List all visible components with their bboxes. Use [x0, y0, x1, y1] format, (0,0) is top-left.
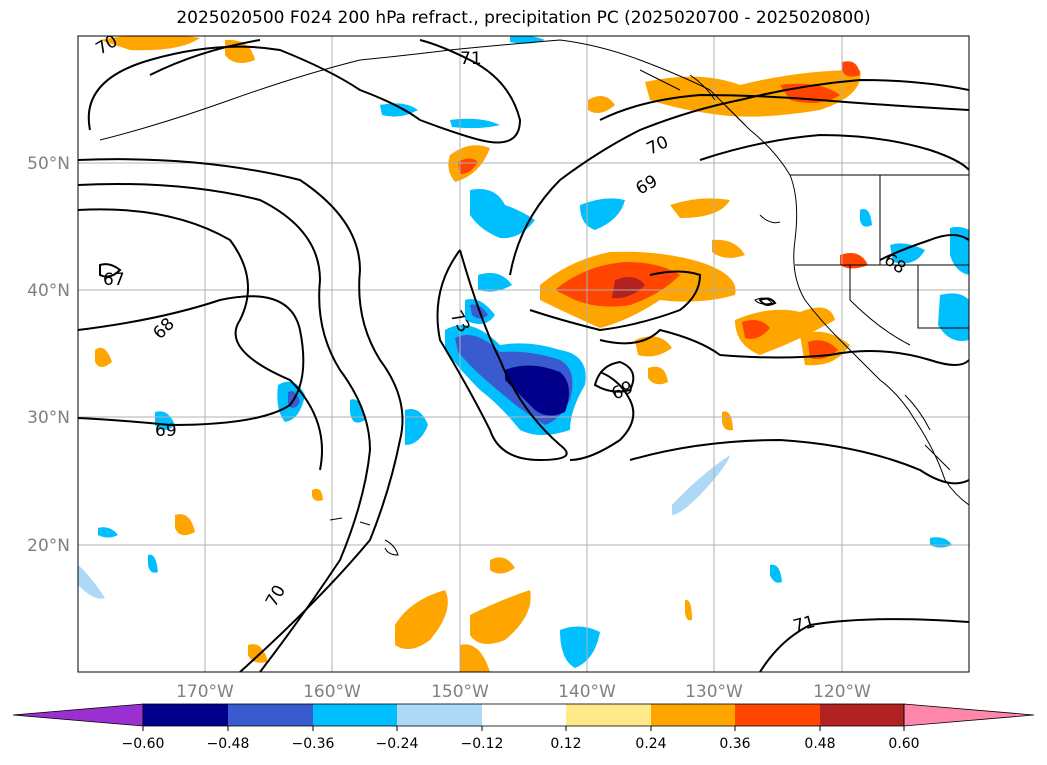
colorbar-extend-high	[903, 703, 1035, 727]
colorbar-tick-label: 0.36	[719, 736, 750, 752]
shade-positive	[460, 644, 490, 672]
lon-tick-label: 170°W	[176, 682, 234, 702]
shade-positive	[490, 557, 515, 574]
shade-weak-negative	[78, 565, 105, 599]
shade-negative	[98, 527, 118, 538]
shade-positive	[670, 198, 730, 218]
map-border	[77, 35, 970, 673]
longitude-labels: 170°W 160°W 150°W 140°W 130°W 120°W	[176, 682, 871, 702]
coastlines	[99, 39, 969, 556]
contour-label: 67	[103, 270, 125, 290]
shade-positive	[685, 599, 692, 621]
colorbar: −0.60 −0.48 −0.36 −0.24 −0.12 0.12 0.24 …	[12, 703, 1035, 752]
shade-positive	[735, 307, 835, 355]
shade-positive	[712, 239, 745, 258]
colorbar-segment	[735, 704, 820, 726]
colorbar-tick-label: 0.24	[635, 736, 666, 752]
lat-tick-label: 30°N	[27, 408, 70, 428]
colorbar-segment	[397, 704, 482, 726]
colorbar-tick-label: −0.48	[207, 736, 250, 752]
shade-strong-positive	[842, 61, 860, 77]
shade-positive	[635, 336, 672, 357]
colorbar-segment	[566, 704, 651, 726]
lat-tick-label: 20°N	[27, 536, 70, 556]
shade-positive	[395, 590, 448, 649]
shade-positive	[312, 488, 323, 501]
colorbar-segment	[228, 704, 313, 726]
latitude-labels: 50°N 40°N 30°N 20°N	[27, 154, 70, 556]
refractivity-contours	[78, 39, 969, 672]
shade-negative	[478, 272, 512, 292]
map-title: 2025020500 F024 200 hPa refract., precip…	[176, 8, 871, 28]
lat-tick-label: 50°N	[27, 154, 70, 174]
shade-negative	[148, 554, 158, 573]
lon-tick-label: 150°W	[431, 682, 489, 702]
colorbar-segment	[820, 704, 904, 726]
shade-positive	[175, 514, 195, 536]
shade-positive	[722, 411, 733, 431]
contour-label: 71	[460, 49, 482, 69]
shade-negative	[890, 243, 925, 264]
colorbar-segment	[313, 704, 397, 726]
shade-positive	[470, 590, 531, 644]
lat-tick-label: 40°N	[27, 281, 70, 301]
shade-negative	[860, 209, 872, 227]
colorbar-segment	[482, 704, 566, 726]
shade-negative	[950, 226, 969, 275]
shade-weak-negative	[672, 455, 730, 515]
colorbar-extend-low	[12, 703, 144, 727]
lon-tick-label: 160°W	[303, 682, 361, 702]
lon-tick-label: 120°W	[813, 682, 871, 702]
shade-negative	[405, 409, 428, 445]
shade-strong-positive	[742, 320, 770, 339]
shade-negative	[470, 189, 535, 239]
colorbar-ticks	[142, 726, 905, 731]
contour-label: 69	[155, 421, 177, 441]
colorbar-outline	[142, 703, 905, 727]
shade-negative	[770, 564, 782, 583]
colorbar-tick-label: 0.12	[550, 736, 581, 752]
shade-negative	[938, 293, 969, 341]
lon-tick-label: 140°W	[558, 682, 616, 702]
shade-strong-positive	[458, 158, 478, 175]
colorbar-tick-label: 0.48	[804, 736, 835, 752]
colorbar-segment	[143, 704, 228, 726]
colorbar-tick-label: −0.24	[376, 736, 419, 752]
lon-tick-label: 130°W	[685, 682, 743, 702]
shade-negative	[560, 626, 600, 668]
shade-very-strong-positive	[612, 276, 645, 299]
shade-positive	[100, 36, 200, 51]
shade-positive	[588, 96, 615, 114]
colorbar-tick-label: −0.36	[292, 736, 335, 752]
colorbar-tick-label: 0.60	[888, 736, 919, 752]
colorbar-tick-label: −0.60	[122, 736, 165, 752]
shade-negative	[580, 198, 625, 230]
shade-positive	[248, 644, 268, 663]
shade-positive	[648, 366, 668, 385]
shade-positive	[95, 347, 112, 367]
colorbar-segment	[651, 704, 735, 726]
shade-very-strong-negative	[505, 365, 569, 416]
shade-negative	[450, 118, 500, 129]
graticule	[78, 36, 969, 672]
colorbar-tick-label: −0.12	[461, 736, 504, 752]
